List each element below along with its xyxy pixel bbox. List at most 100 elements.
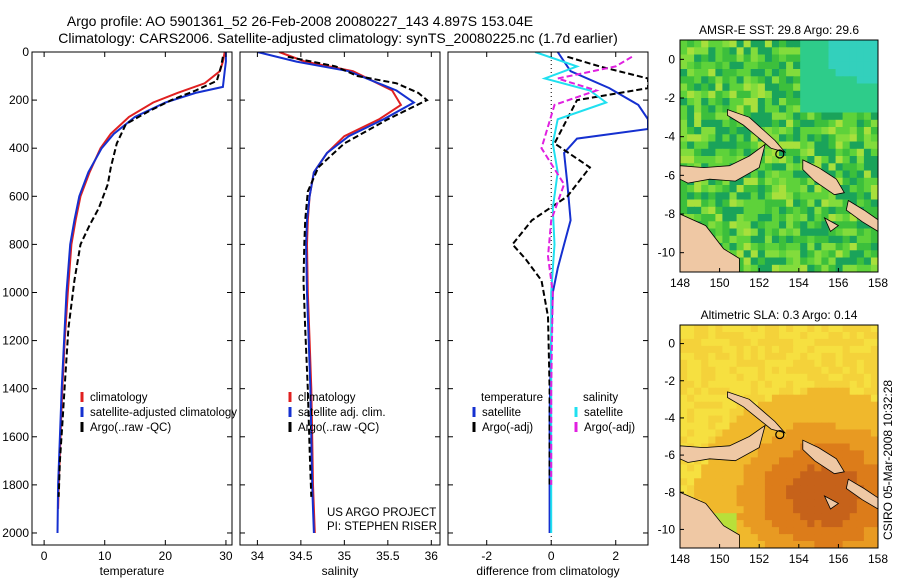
map-cell — [800, 408, 808, 417]
map-cell — [701, 485, 709, 493]
map-cell — [849, 192, 858, 201]
map-cell — [694, 457, 702, 465]
map-cell — [793, 513, 801, 521]
map-cell — [750, 373, 759, 382]
map-cell — [694, 387, 702, 396]
map-cell — [856, 506, 865, 514]
map-cell — [863, 206, 872, 215]
map-cell — [793, 156, 801, 164]
map-cell — [680, 436, 688, 445]
map-cell — [786, 345, 794, 354]
map-cell — [779, 332, 787, 340]
map-cell — [736, 264, 745, 272]
map-cell — [842, 429, 851, 438]
map-cell — [863, 373, 872, 382]
map-frame — [679, 324, 879, 549]
map-cell — [779, 485, 787, 493]
map-cell — [786, 192, 794, 201]
map-cell — [771, 527, 780, 535]
map-cell — [835, 499, 844, 507]
map-cell — [779, 541, 787, 548]
map-cell — [863, 112, 872, 121]
map-cell — [722, 513, 731, 521]
land-mass-0 — [680, 143, 766, 184]
map-cell — [715, 47, 724, 56]
map-cell — [779, 228, 787, 237]
map-cell — [701, 464, 709, 472]
map-cell — [715, 325, 724, 333]
map-cell — [729, 90, 738, 99]
map-cell — [771, 243, 780, 251]
map-cell — [849, 513, 858, 521]
map-cell — [771, 520, 780, 528]
map-cell — [786, 134, 794, 143]
map-cell — [722, 394, 731, 403]
map-cell — [863, 332, 872, 340]
map-cell — [849, 464, 858, 472]
map-cell — [814, 534, 823, 542]
map-cell — [842, 235, 851, 244]
map-cell — [708, 199, 716, 208]
map-cell — [828, 394, 837, 403]
map-cell — [771, 443, 780, 452]
map-cell — [736, 373, 745, 382]
map-cell — [786, 156, 794, 164]
map-cell — [856, 163, 865, 172]
map-cell — [708, 387, 716, 396]
map-cell — [814, 527, 823, 535]
map-cell — [849, 83, 858, 92]
map-cell — [757, 90, 766, 99]
map-cell — [757, 228, 766, 237]
map-cell — [750, 471, 759, 479]
map-cell — [764, 387, 773, 396]
map-cell — [764, 513, 773, 521]
map-cell — [828, 47, 837, 56]
map-cell — [856, 408, 865, 417]
map-cell — [779, 338, 787, 347]
map-cell — [870, 40, 878, 48]
map-cell — [835, 352, 844, 361]
map-cell — [849, 366, 858, 375]
map-cell — [687, 98, 695, 106]
y-tick-label: 2000 — [2, 526, 29, 540]
map-cell — [856, 332, 865, 340]
map-cell — [764, 40, 773, 48]
map-cell — [870, 257, 878, 266]
map-cell — [680, 359, 688, 368]
map-cell — [870, 170, 878, 179]
map-cell — [750, 527, 759, 535]
map-cell — [814, 422, 823, 431]
map-cell — [729, 134, 738, 143]
map-cell — [771, 394, 780, 403]
map-cell — [729, 527, 738, 535]
map-cell — [821, 436, 830, 445]
map-cell — [680, 47, 688, 56]
map-cell — [680, 373, 688, 382]
map-cell — [779, 148, 787, 157]
map-cell — [750, 257, 759, 266]
map-x-tick-label: 152 — [749, 552, 769, 566]
map-cell — [722, 464, 731, 472]
map-cell — [870, 443, 878, 452]
map-cell — [793, 436, 801, 445]
x-tick-label-sal: 34 — [251, 549, 265, 563]
map-cell — [750, 105, 759, 114]
map-cell — [870, 338, 878, 347]
map-cell — [856, 185, 865, 193]
map-cell — [786, 325, 794, 333]
map-cell — [863, 359, 872, 368]
map-cell — [701, 98, 709, 106]
map-cell — [771, 54, 780, 63]
map-cell — [835, 534, 844, 542]
map-cell — [870, 366, 878, 375]
map-cell — [708, 141, 716, 150]
map-cell — [764, 76, 773, 85]
map-cell — [814, 141, 823, 150]
map-cell — [814, 134, 823, 143]
x-axis-label-diff: difference from climatology — [476, 564, 619, 578]
map-cell — [722, 54, 731, 63]
map-cell — [849, 264, 858, 272]
map-cell — [842, 243, 851, 251]
map-cell — [856, 199, 865, 208]
map-cell — [821, 394, 830, 403]
